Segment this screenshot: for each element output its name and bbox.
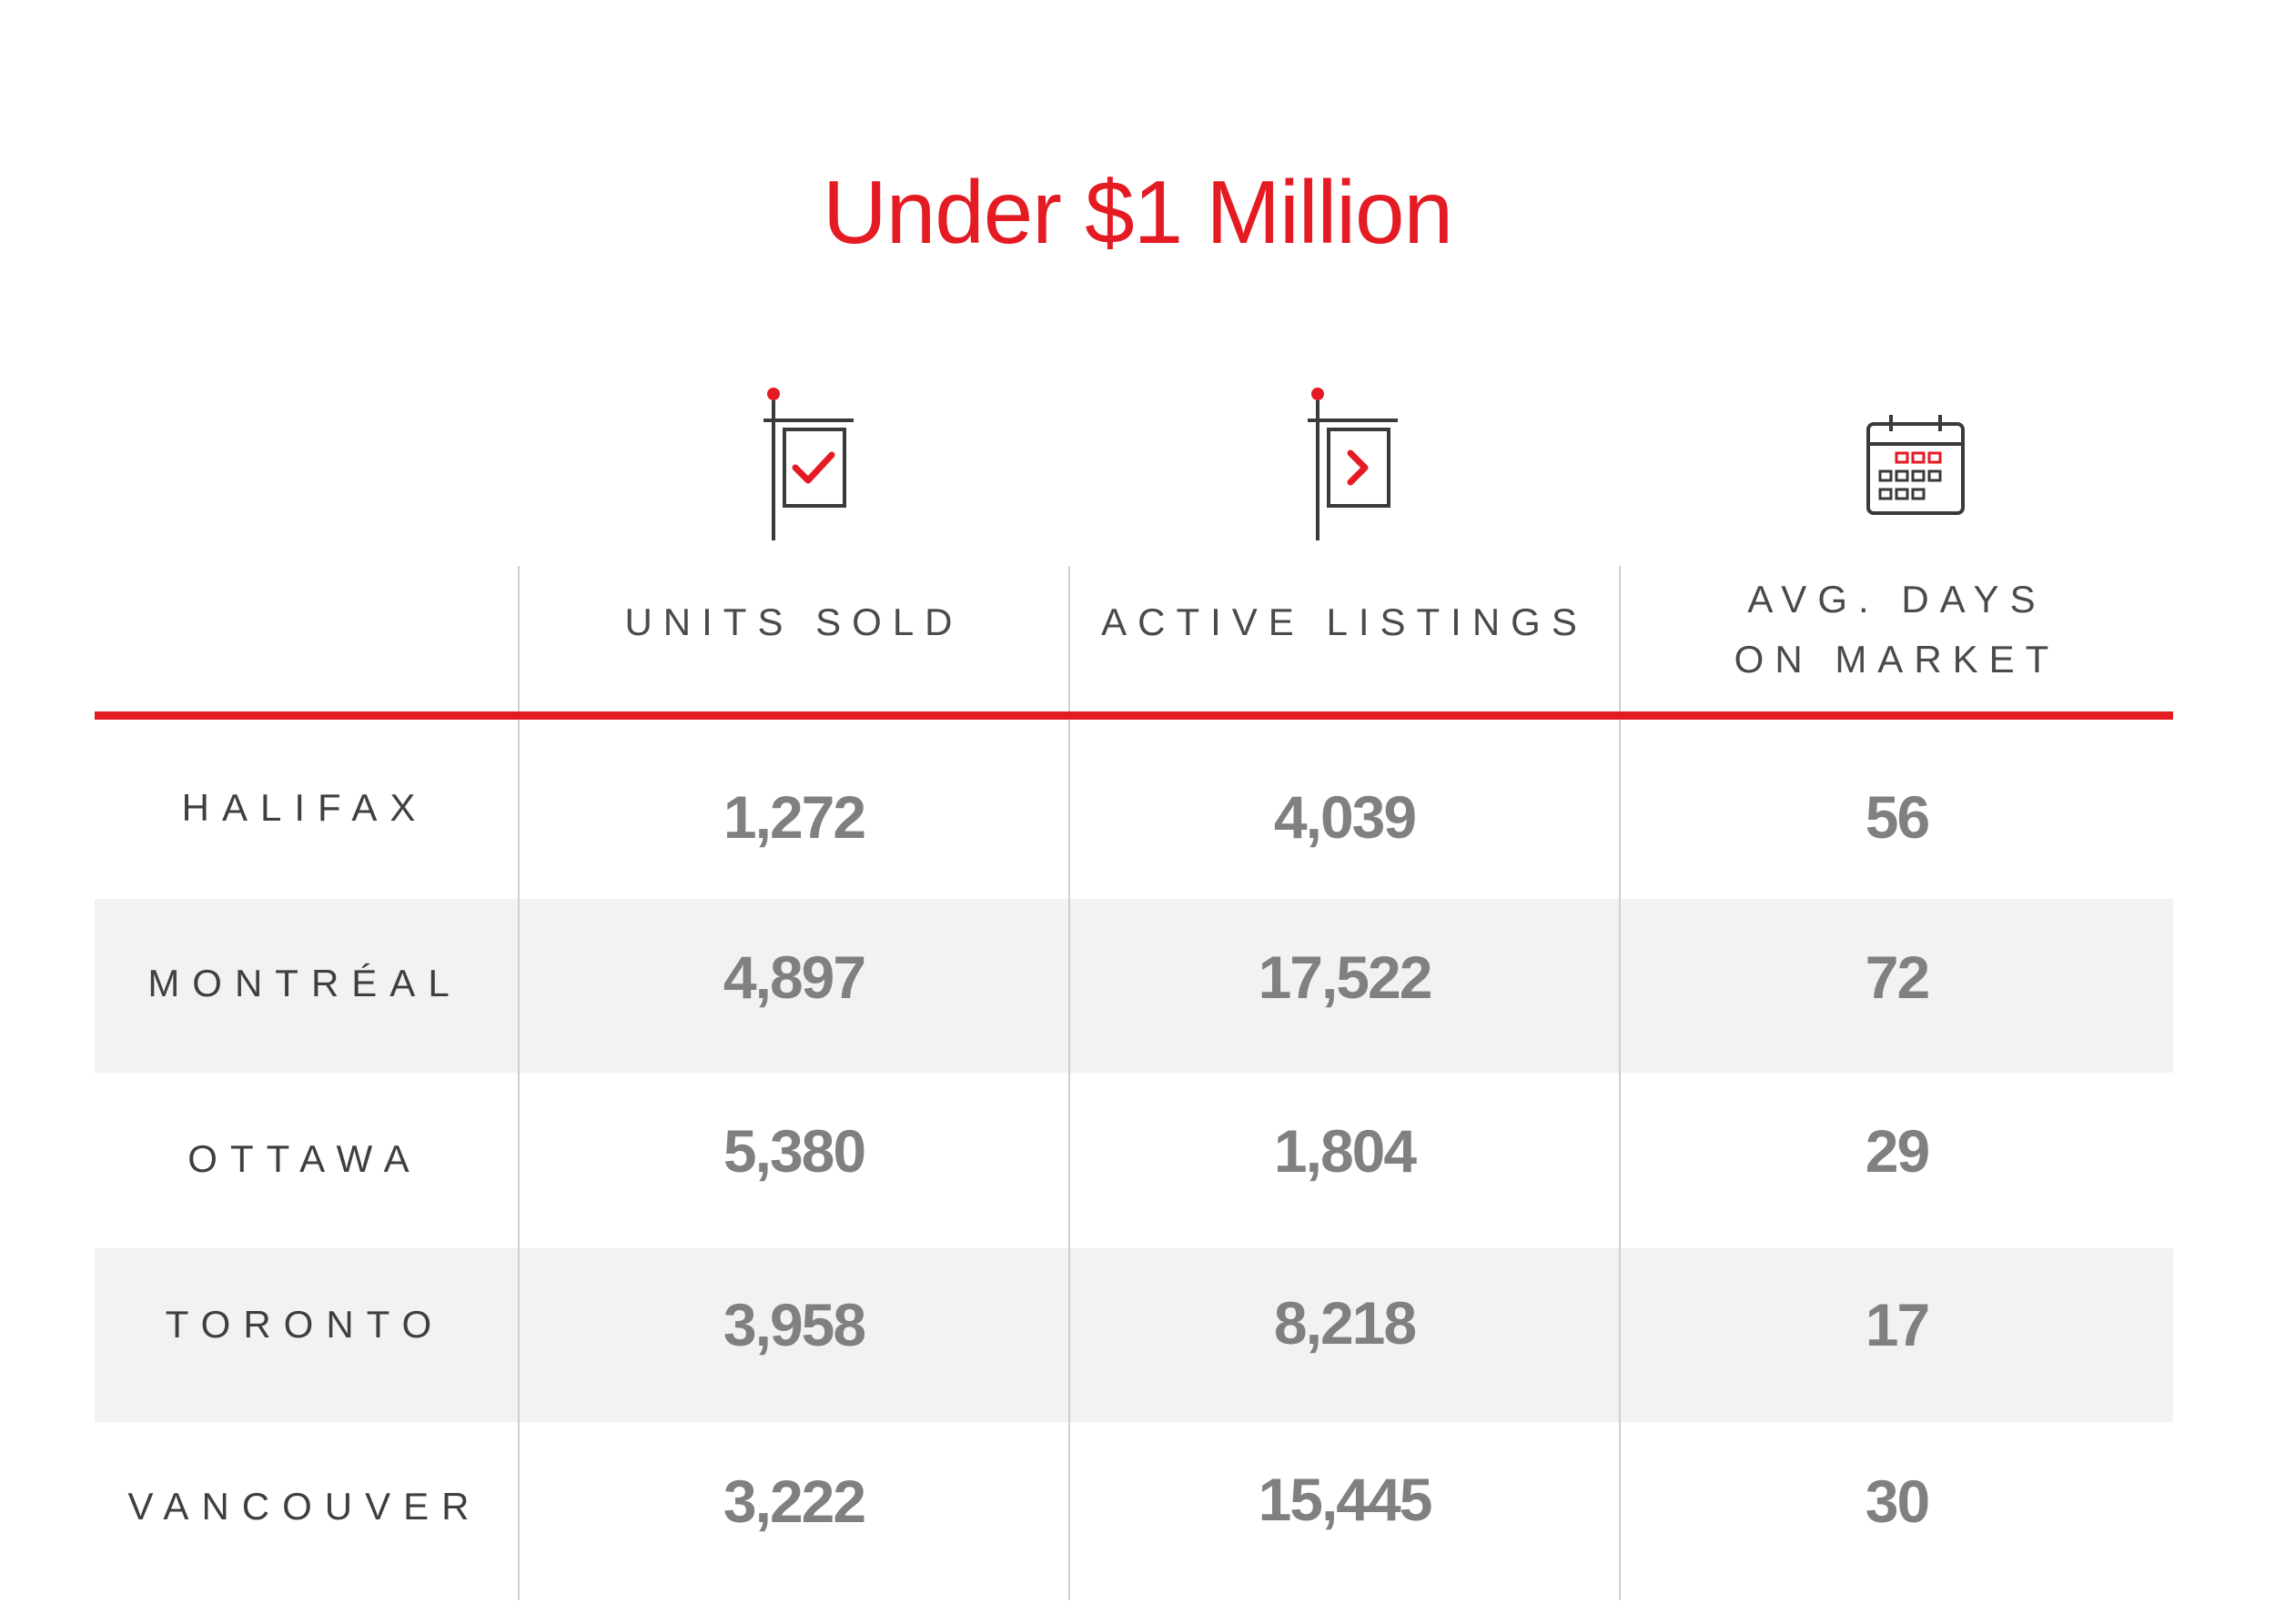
value-cell: 15,445 <box>1258 1466 1433 1533</box>
page-title: Under $1 Million <box>822 162 1453 262</box>
city-label: MONTRÉAL <box>147 962 462 1004</box>
header-rule <box>95 711 2173 720</box>
value-cell: 29 <box>1865 1117 1930 1185</box>
value-cell: 8,218 <box>1273 1289 1417 1357</box>
value-cell: 17,522 <box>1258 943 1433 1011</box>
column-header-avg-days: AVG. DAYS ON MARKET <box>1734 578 2060 681</box>
value-cell: 4,039 <box>1273 783 1417 851</box>
calendar-icon <box>1866 415 1965 515</box>
value-cell: 56 <box>1865 783 1930 851</box>
column-divider <box>518 566 520 1600</box>
column-divider <box>1068 566 1070 1600</box>
listing-sign-icon <box>1308 388 1398 540</box>
value-cell: 5,380 <box>723 1117 866 1185</box>
city-label: HALIFAX <box>181 786 429 829</box>
column-header-units-sold: UNITS SOLD <box>624 600 964 643</box>
sold-sign-icon <box>763 388 854 540</box>
row-stripe <box>95 1248 2173 1422</box>
value-cell: 72 <box>1865 943 1930 1011</box>
value-cell: 3,222 <box>723 1468 866 1535</box>
city-label: VANCOUVER <box>127 1485 482 1528</box>
value-cell: 3,958 <box>723 1291 866 1358</box>
row-stripe <box>95 899 2173 1073</box>
value-cell: 17 <box>1865 1291 1930 1358</box>
city-label: OTTAWA <box>187 1137 422 1180</box>
city-label: TORONTO <box>165 1303 445 1346</box>
column-header-active-listings: ACTIVE LISTINGS <box>1101 600 1588 643</box>
value-cell: 1,272 <box>723 783 866 851</box>
value-cell: 4,897 <box>723 943 866 1011</box>
value-cell: 1,804 <box>1273 1117 1417 1185</box>
value-cell: 30 <box>1865 1468 1930 1535</box>
column-divider <box>1619 566 1621 1600</box>
